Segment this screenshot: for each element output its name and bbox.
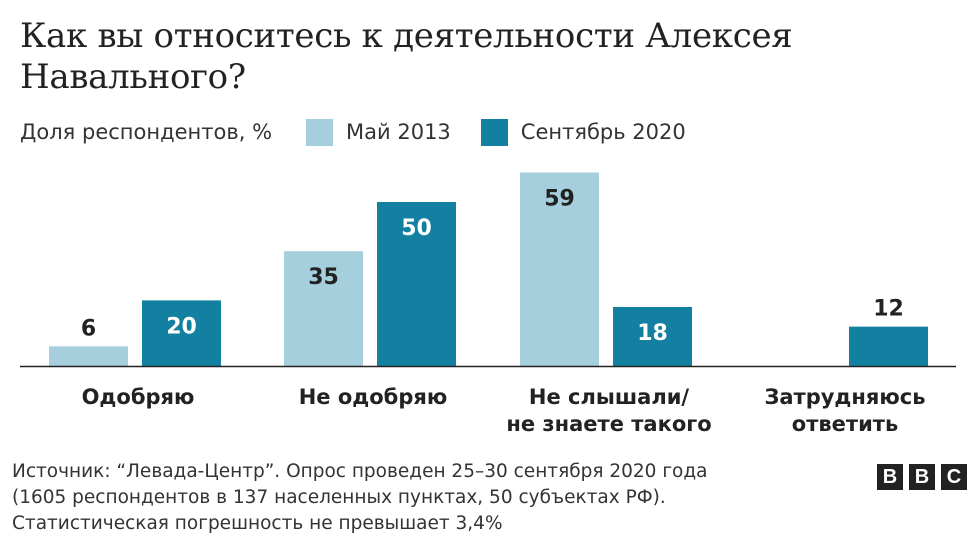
source-line-3: Статистическая погрешность не превышает … — [12, 513, 503, 534]
bbc-logo-letter: C — [941, 464, 967, 490]
data-label-sep-2020-0: 20 — [166, 314, 197, 339]
source-line-1: Источник: “Левада-Центр”. Опрос проведен… — [12, 461, 708, 482]
category-label-3: Затрудняюсь — [764, 385, 925, 409]
bar-chart: 6 35 59 20 50 18 12 Одобряю Не одобряю Не слышали… — [20, 172, 956, 436]
legend-label-may-2013: Май 2013 — [346, 120, 451, 144]
category-label-3: ответить — [792, 412, 898, 436]
data-label-may-2013-0: 6 — [81, 316, 96, 341]
legend-swatch-may-2013 — [306, 118, 334, 146]
data-label-sep-2020-2: 18 — [637, 321, 668, 346]
legend-swatch-sep-2020 — [480, 118, 508, 146]
source-line-2: (1605 респондентов в 137 населенных пунк… — [12, 487, 666, 508]
legend-label-sep-2020: Сентябрь 2020 — [520, 120, 686, 144]
bbc-logo-letter: B — [909, 464, 935, 490]
category-label-1: Не одобряю — [299, 385, 448, 409]
bar-may-2013-1 — [284, 251, 363, 366]
legend: Доля респондентов, % Май 2013 Сентябрь 2… — [20, 116, 716, 148]
category-label-0: Одобряю — [82, 385, 195, 409]
legend-item-sep-2020: Сентябрь 2020 — [480, 118, 686, 146]
y-axis-label: Доля респондентов, % — [20, 120, 273, 144]
bbc-logo: B B C — [877, 464, 967, 490]
bar-sep-2020-1 — [377, 202, 456, 366]
source-note: Источник: “Левада-Центр”. Опрос проведен… — [12, 459, 852, 537]
bar-sep-2020-3 — [849, 326, 928, 366]
bar-sep-2020-0 — [142, 300, 221, 366]
data-label-sep-2020-1: 50 — [401, 216, 432, 241]
bar-may-2013-0 — [49, 346, 128, 366]
legend-item-may-2013: Май 2013 — [306, 118, 451, 146]
category-label-2: Не слышали/ — [529, 385, 690, 409]
chart-title: Как вы относитесь к деятельности Алексея… — [20, 16, 793, 97]
bar-may-2013-2 — [520, 172, 599, 366]
bar-sep-2020-2 — [613, 306, 692, 366]
category-label-2: не знаете такого — [506, 412, 711, 436]
data-label-may-2013-2: 59 — [544, 186, 575, 211]
bbc-logo-letter: B — [877, 464, 903, 490]
data-label-sep-2020-3: 12 — [873, 297, 904, 322]
data-label-may-2013-1: 35 — [308, 265, 339, 290]
